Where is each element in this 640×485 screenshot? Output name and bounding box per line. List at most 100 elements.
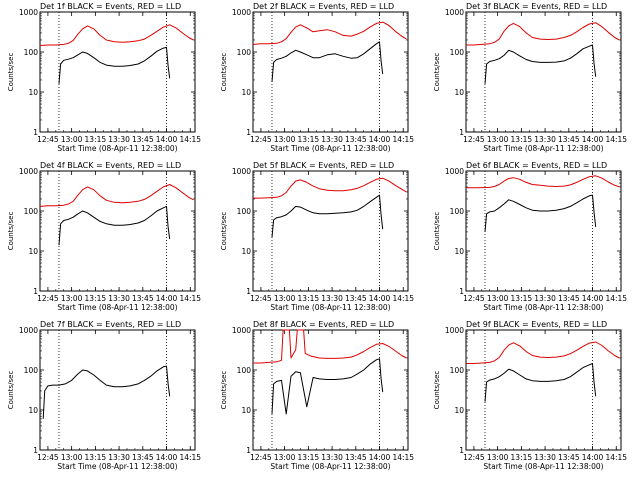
x-tick-label: 12:45: [37, 135, 59, 144]
chart-title: Det 8f BLACK = Events, RED = LLD: [253, 320, 394, 329]
x-tick-label: 14:00: [156, 453, 178, 462]
x-tick-label: 14:15: [392, 453, 414, 462]
x-axis-label: Start Time (08-Apr-11 12:38:00): [57, 462, 177, 471]
y-axis-label: Counts/sec: [7, 53, 15, 92]
x-tick-label: 14:15: [605, 135, 627, 144]
x-tick-label: 12:45: [463, 294, 485, 303]
x-tick-label: 14:00: [582, 453, 604, 462]
series-line-lld: [252, 21, 407, 45]
x-tick-label: 12:45: [463, 453, 485, 462]
x-tick-label: 13:45: [558, 294, 580, 303]
series-line-lld: [253, 329, 407, 364]
x-tick-label: 14:15: [605, 453, 627, 462]
x-tick-label: 12:45: [250, 453, 272, 462]
y-tick-label: 10: [241, 88, 251, 97]
chart-panel: Det 8f BLACK = Events, RED = LLD 1 10 100 10…: [220, 320, 414, 471]
plot-frame: [252, 11, 409, 133]
x-tick-label: 13:00: [274, 294, 296, 303]
x-axis-label: Start Time (08-Apr-11 12:38:00): [483, 303, 603, 312]
y-axis-label: Counts/sec: [7, 371, 15, 410]
x-tick-label: 13:45: [345, 294, 367, 303]
plot-frame: [252, 170, 409, 292]
y-tick-label: 100: [237, 48, 252, 57]
x-axis-label: Start Time (08-Apr-11 12:38:00): [270, 144, 390, 153]
series-line-lld: [466, 22, 620, 46]
chart-panel: Det 9f BLACK = Events, RED = LLD 1 10 100 10…: [433, 320, 627, 471]
y-tick-label: 1000: [445, 326, 464, 335]
series-line-events: [42, 365, 171, 419]
chart-panel: Det 5f BLACK = Events, RED = LLD 1 10 100 10…: [220, 161, 414, 312]
chart-panel: Det 4f BLACK = Events, RED = LLD 1 10 100 10…: [7, 161, 201, 312]
x-axis-label: Start Time (08-Apr-11 12:38:00): [483, 462, 603, 471]
x-tick-label: 14:15: [179, 294, 201, 303]
x-tick-label: 14:15: [392, 294, 414, 303]
y-tick-label: 1: [246, 287, 251, 296]
series-line-events: [271, 194, 384, 238]
y-tick-label: 1: [246, 446, 251, 455]
x-tick-label: 13:15: [85, 135, 107, 144]
x-tick-label: 13:00: [274, 135, 296, 144]
x-tick-label: 12:45: [37, 453, 59, 462]
x-tick-label: 14:00: [582, 294, 604, 303]
y-tick-label: 100: [237, 207, 252, 216]
series-line-lld: [466, 341, 620, 364]
x-tick-label: 13:00: [61, 294, 83, 303]
y-tick-label: 1000: [232, 326, 251, 335]
chart-panel: Det 6f BLACK = Events, RED = LLD 1 10 100 10…: [433, 161, 627, 312]
x-tick-label: 13:00: [61, 453, 83, 462]
x-tick-label: 13:30: [534, 453, 556, 462]
x-tick-label: 13:30: [321, 135, 343, 144]
x-tick-label: 12:45: [463, 135, 485, 144]
x-tick-label: 14:00: [369, 294, 391, 303]
y-tick-label: 10: [454, 406, 464, 415]
y-tick-label: 100: [450, 207, 465, 216]
series-line-lld: [466, 175, 620, 189]
y-tick-label: 10: [28, 247, 38, 256]
x-axis-label: Start Time (08-Apr-11 12:38:00): [270, 303, 390, 312]
x-tick-label: 13:30: [534, 135, 556, 144]
x-tick-label: 14:00: [156, 294, 178, 303]
x-tick-label: 13:15: [511, 294, 533, 303]
chart-title: Det 7f BLACK = Events, RED = LLD: [40, 320, 181, 329]
x-tick-label: 13:30: [321, 294, 343, 303]
y-tick-label: 10: [454, 247, 464, 256]
x-tick-label: 13:15: [298, 135, 320, 144]
x-tick-label: 12:45: [250, 294, 272, 303]
y-tick-label: 100: [450, 366, 465, 375]
chart-panel: Det 7f BLACK = Events, RED = LLD 1 10 100 10…: [7, 320, 201, 471]
series-line-events: [484, 363, 597, 402]
y-tick-label: 100: [24, 48, 39, 57]
y-tick-label: 10: [241, 247, 251, 256]
x-tick-label: 13:15: [511, 453, 533, 462]
x-tick-label: 14:00: [369, 453, 391, 462]
chart-title: Det 9f BLACK = Events, RED = LLD: [466, 320, 607, 329]
x-tick-label: 13:00: [487, 294, 509, 303]
x-axis-label: Start Time (08-Apr-11 12:38:00): [57, 303, 177, 312]
plot-frame: [465, 170, 622, 292]
y-tick-label: 10: [454, 88, 464, 97]
x-tick-label: 14:15: [179, 135, 201, 144]
x-tick-label: 12:45: [250, 135, 272, 144]
y-axis-label: Counts/sec: [220, 53, 228, 92]
chart-title: Det 6f BLACK = Events, RED = LLD: [466, 161, 607, 170]
x-tick-label: 14:00: [369, 135, 391, 144]
plot-frame: [39, 11, 196, 133]
x-tick-label: 13:00: [61, 135, 83, 144]
chart-title: Det 2f BLACK = Events, RED = LLD: [253, 2, 394, 11]
y-tick-label: 10: [241, 406, 251, 415]
plot-frame: [252, 329, 409, 451]
x-tick-label: 14:00: [582, 135, 604, 144]
y-tick-label: 1000: [445, 8, 464, 17]
x-tick-label: 13:30: [108, 453, 130, 462]
y-tick-label: 10: [28, 88, 38, 97]
chart-title: Det 4f BLACK = Events, RED = LLD: [40, 161, 181, 170]
x-tick-label: 13:45: [132, 294, 154, 303]
x-tick-label: 13:30: [534, 294, 556, 303]
y-axis-label: Counts/sec: [220, 212, 228, 251]
chart-panel: Det 3f BLACK = Events, RED = LLD 1 10 100 10…: [433, 2, 627, 153]
y-tick-label: 1000: [19, 326, 38, 335]
x-tick-label: 14:15: [179, 453, 201, 462]
x-tick-label: 13:15: [85, 453, 107, 462]
y-tick-label: 1: [246, 128, 251, 137]
